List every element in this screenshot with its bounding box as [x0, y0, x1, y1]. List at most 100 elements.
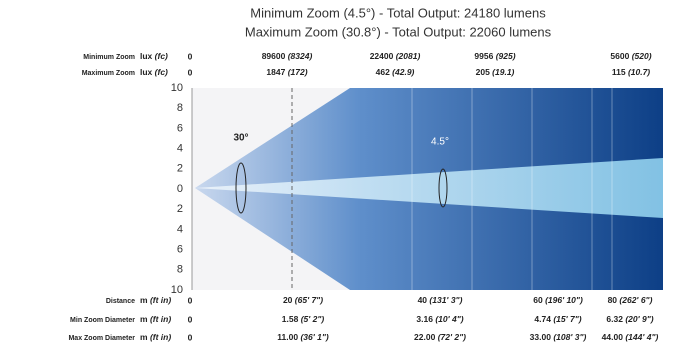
cell-paren: (262' 6") [619, 295, 652, 305]
row-unit: m (ft in) [140, 332, 171, 342]
cell-value: 6.32 [606, 314, 623, 324]
row-zero: 0 [188, 51, 193, 61]
row-cell: 9956 (925) [474, 51, 515, 61]
cell-paren: (10.7) [628, 67, 650, 77]
cell-value: 115 [612, 67, 626, 77]
row-cell: 80 (262' 6") [608, 295, 653, 305]
cell-paren: (144' 4") [625, 332, 658, 342]
cell-value: 22.00 [414, 332, 436, 342]
y-label: 6 [177, 244, 183, 256]
cell-value: 9956 [474, 51, 493, 61]
unit-paren: (ft in) [150, 295, 171, 305]
row-cell: 60 (196' 10") [533, 295, 583, 305]
unit-paren: (ft in) [150, 314, 171, 324]
narrow-beam [195, 158, 663, 218]
cell-value: 205 [476, 67, 490, 77]
cell-paren: (108' 3") [553, 332, 586, 342]
cell-paren: (36' 1") [300, 332, 328, 342]
row-cell: 3.16 (10' 4") [416, 314, 463, 324]
row-cell: 33.00 (108' 3") [530, 332, 587, 342]
cell-paren: (196' 10") [545, 295, 583, 305]
row-cell: 40 (131' 3") [418, 295, 463, 305]
row-label: Maximum Zoom [82, 70, 135, 77]
unit: m [140, 332, 148, 342]
cell-value: 11.00 [277, 332, 298, 342]
cell-paren: (520) [632, 51, 652, 61]
grid [411, 88, 613, 290]
row-cell: 6.32 (20' 9") [606, 314, 653, 324]
row-unit: m (ft in) [140, 295, 171, 305]
row-label: Min Zoom Diameter [70, 317, 135, 324]
row-cell: 4.74 (15' 7") [534, 314, 581, 324]
cell-value: 80 [608, 295, 618, 305]
row-zero: 0 [188, 67, 193, 77]
cell-value: 33.00 [530, 332, 552, 342]
row-unit: lux (fc) [140, 51, 168, 61]
cell-value: 4.74 [534, 314, 551, 324]
cell-paren: (10' 4") [435, 314, 463, 324]
cell-value: 40 [418, 295, 428, 305]
row-zero: 0 [188, 295, 193, 305]
wide-beam-label: 30° [233, 133, 248, 144]
unit: lux [140, 51, 153, 61]
cell-value: 462 [376, 67, 390, 77]
row-label: Max Zoom Diameter [68, 335, 135, 342]
cell-value: 20 [283, 295, 293, 305]
row-cell: 11.00 (36' 1") [277, 332, 329, 342]
unit-paren: (fc) [155, 67, 168, 77]
y-label: 10 [171, 284, 183, 296]
row-unit: m (ft in) [140, 314, 171, 324]
cell-value: 22400 [370, 51, 394, 61]
title-line: Maximum Zoom (30.8°) - Total Output: 220… [245, 24, 552, 39]
cell-value: 89600 [262, 51, 286, 61]
row-zero: 0 [188, 332, 193, 342]
y-label: 8 [177, 264, 183, 276]
row-cell: 1.58 (5' 2") [282, 314, 325, 324]
row-cell: 89600 (8324) [262, 51, 313, 61]
row-cell: 115 (10.7) [612, 67, 650, 77]
row-cell: 20 (65' 7") [283, 295, 323, 305]
y-label: 10 [171, 82, 183, 94]
cell-paren: (72' 2") [438, 332, 466, 342]
row-cell: 22.00 (72' 2") [414, 332, 466, 342]
y-label: 2 [177, 203, 183, 215]
unit-paren: (fc) [155, 51, 168, 61]
unit-paren: (ft in) [150, 332, 171, 342]
wide-beam-ellipse [235, 162, 247, 214]
row-label: Distance [106, 298, 135, 305]
unit: m [140, 314, 148, 324]
y-label: 2 [177, 163, 183, 175]
cell-value: 1.58 [282, 314, 299, 324]
unit: lux [140, 67, 153, 77]
cell-paren: (5' 2") [301, 314, 325, 324]
cell-paren: (2081) [396, 51, 421, 61]
cell-paren: (19.1) [492, 67, 514, 77]
cell-paren: (172) [288, 67, 308, 77]
row-cell: 22400 (2081) [370, 51, 421, 61]
y-label: 4 [177, 223, 183, 235]
row-cell: 462 (42.9) [376, 67, 415, 77]
row-label: Minimum Zoom [83, 54, 135, 61]
y-label: 8 [177, 102, 183, 114]
row-cell: 1847 (172) [266, 67, 307, 77]
cell-paren: (925) [496, 51, 516, 61]
cell-paren: (8324) [288, 51, 313, 61]
row-cell: 5600 (520) [610, 51, 651, 61]
y-label: 0 [177, 183, 183, 195]
cell-value: 3.16 [416, 314, 433, 324]
narrow-beam-ellipse [438, 168, 448, 208]
y-label: 4 [177, 143, 183, 155]
y-label: 6 [177, 122, 183, 134]
cell-value: 1847 [266, 67, 285, 77]
cell-value: 44.00 [602, 332, 624, 342]
cell-paren: (42.9) [392, 67, 414, 77]
narrow-beam-label: 4.5° [431, 137, 449, 148]
cell-paren: (15' 7") [553, 314, 581, 324]
cell-paren: (20' 9") [625, 314, 653, 324]
row-zero: 0 [188, 314, 193, 324]
cell-value: 60 [533, 295, 543, 305]
cell-paren: (65' 7") [295, 295, 323, 305]
unit: m [140, 295, 148, 305]
cell-value: 5600 [610, 51, 629, 61]
